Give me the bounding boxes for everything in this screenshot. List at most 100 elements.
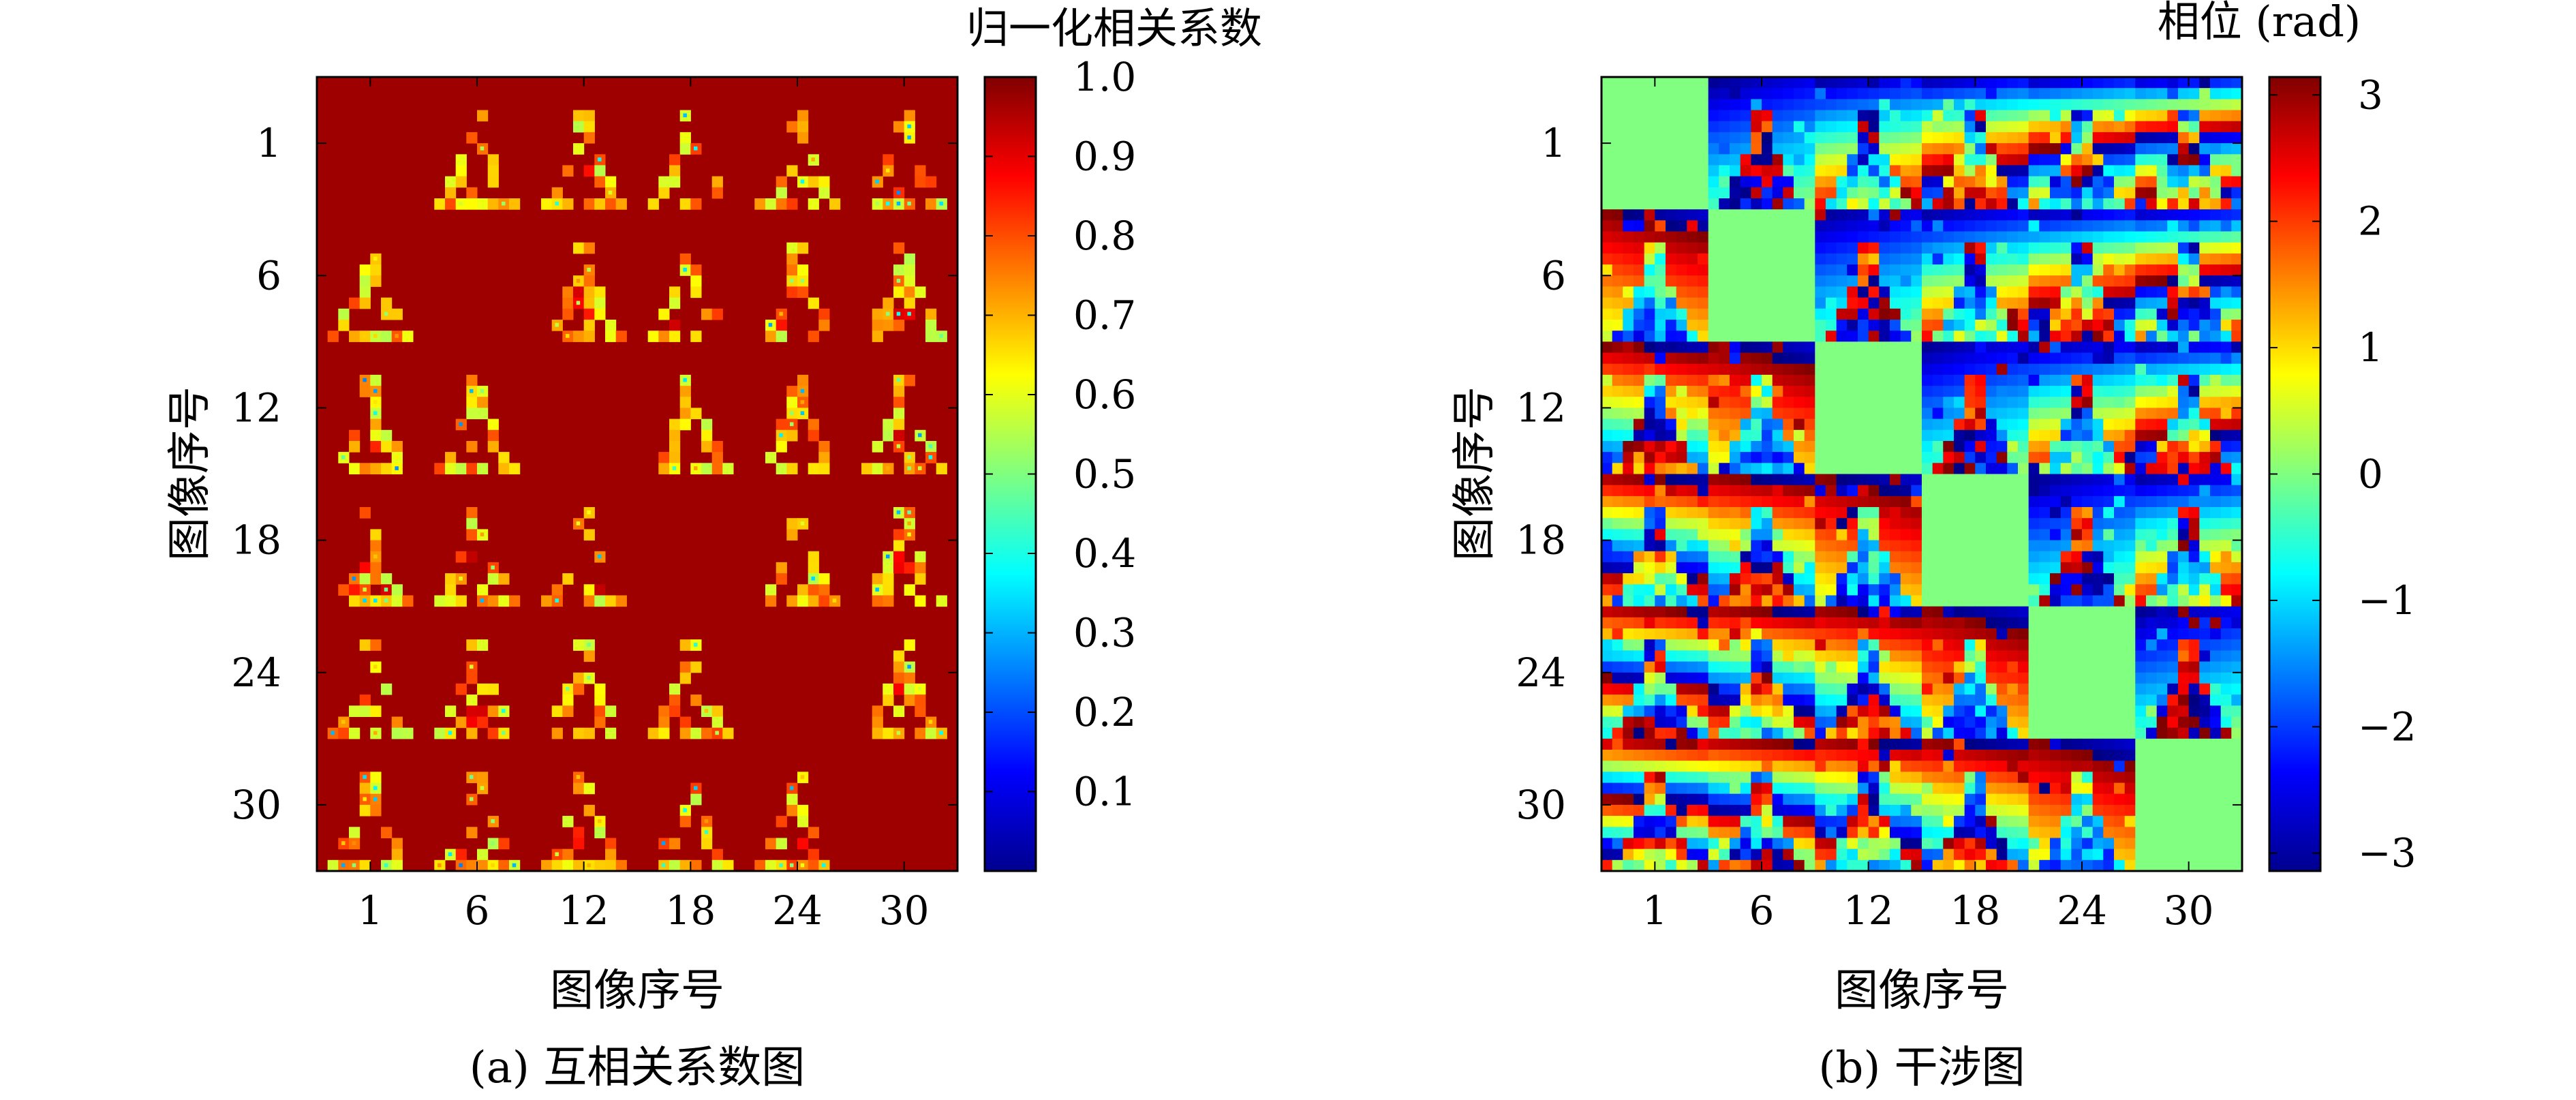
heatmap-cell (2167, 99, 2179, 111)
heatmap-cell (2210, 231, 2222, 243)
heatmap-cell (1601, 242, 1613, 254)
heatmap-cell (1623, 782, 1634, 795)
heatmap-cell (2060, 859, 2072, 872)
heatmap-cell (1826, 110, 1837, 122)
heatmap-cell (1847, 793, 1858, 806)
heatmap-cell (1666, 827, 1677, 838)
heatmap-cell (2231, 77, 2243, 89)
heatmap-cell (1804, 165, 1815, 177)
heatmap-cell (1730, 849, 1741, 861)
heatmap-cell (1762, 408, 1773, 420)
heatmap-cell (2060, 320, 2072, 331)
heatmap-cell (391, 584, 403, 596)
heatmap-cell (1687, 518, 1698, 530)
heatmap-cell (1772, 628, 1783, 640)
heatmap-cell (1996, 750, 2008, 761)
heatmap-cell (1804, 750, 1815, 761)
heatmap-cell (1751, 110, 1762, 122)
heatmap-cell (2007, 242, 2019, 254)
heatmap-cell (1858, 176, 1869, 188)
heatmap-cell (2082, 77, 2094, 89)
heatmap-cell (1751, 165, 1762, 177)
heatmap-cell (338, 584, 350, 596)
heatmap-cell (1868, 551, 1880, 563)
heatmap-cell (1698, 617, 1709, 629)
heatmap-cell (2210, 352, 2222, 365)
heatmap-cell (1900, 529, 1912, 541)
heatmap-cell (797, 264, 809, 276)
heatmap-cell (1890, 562, 1901, 574)
heatmap-cell (1932, 661, 1944, 673)
heatmap-cell (1922, 771, 1933, 784)
heatmap-cell (2156, 573, 2168, 585)
heatmap-cell (1751, 386, 1762, 397)
heatmap-cell (1634, 220, 1645, 232)
heatmap-cell (1847, 859, 1858, 872)
heatmap-cell (2146, 727, 2158, 739)
heatmap-cell (2156, 518, 2168, 530)
heatmap-cell (2114, 595, 2126, 607)
heatmap-cell (904, 374, 915, 386)
heatmap-speckle (480, 532, 485, 536)
heatmap-cell (1815, 738, 1826, 750)
heatmap-cell (1836, 584, 1847, 596)
heatmap-cell (477, 849, 489, 861)
heatmap-cell (2231, 551, 2243, 563)
heatmap-cell (808, 176, 819, 188)
heatmap-cell (1815, 661, 1826, 673)
heatmap-cell (1612, 661, 1623, 673)
heatmap-cell (701, 441, 713, 453)
heatmap-cell (1687, 320, 1698, 331)
heatmap-cell (1783, 562, 1794, 574)
heatmap-cell (2039, 485, 2051, 497)
heatmap-cell (1975, 341, 1987, 353)
heatmap-cell (1634, 849, 1645, 861)
heatmap-cell (1932, 628, 1944, 640)
heatmap-cell (2092, 363, 2104, 376)
heatmap-cell (1601, 639, 1613, 651)
heatmap-cell (1634, 418, 1645, 431)
heatmap-speckle (662, 841, 666, 845)
heatmap-cell (2167, 154, 2179, 166)
heatmap-cell (2092, 386, 2104, 397)
heatmap-speckle (907, 455, 911, 459)
heatmap-cell (2199, 253, 2211, 265)
heatmap-cell (1815, 540, 1826, 552)
heatmap-cell (2028, 750, 2040, 761)
heatmap-cell (2092, 495, 2104, 508)
heatmap-cell (1858, 165, 1869, 177)
heatmap-cell (2231, 374, 2243, 386)
heatmap-cell (2156, 584, 2168, 596)
heatmap-cell (1794, 99, 1805, 111)
heatmap-cell (381, 827, 393, 838)
heatmap-cell (2092, 838, 2104, 850)
heatmap-cell (2188, 474, 2200, 486)
heatmap-cell (808, 859, 819, 872)
heatmap-cell (2199, 187, 2211, 199)
heatmap-cell (2220, 165, 2232, 177)
heatmap-cell (2178, 650, 2190, 662)
heatmap-cell (2071, 507, 2083, 519)
heatmap-cell (808, 849, 819, 861)
heatmap-cell (1730, 859, 1741, 872)
heatmap-cell (1601, 540, 1613, 552)
heatmap-cell (2060, 849, 2072, 861)
heatmap-cell (551, 584, 563, 596)
heatmap-block-b (1922, 341, 2029, 474)
colorbar-tick-label: 0.7 (1073, 292, 1136, 339)
heatmap-cell (1975, 441, 1987, 453)
heatmap-cell (1815, 198, 1826, 210)
heatmap-cell (2220, 485, 2232, 497)
heatmap-cell (1890, 474, 1901, 486)
heatmap-cell (2231, 132, 2243, 144)
heatmap-cell (1644, 297, 1655, 309)
heatmap-cell (1783, 617, 1794, 629)
heatmap-cell (455, 849, 467, 861)
heatmap-cell (1975, 198, 1987, 210)
heatmap-cell (2071, 331, 2083, 342)
heatmap-cell (2092, 143, 2104, 155)
heatmap-cell (1911, 209, 1922, 221)
heatmap-cell (1996, 253, 2008, 265)
heatmap-cell (1922, 639, 1933, 651)
